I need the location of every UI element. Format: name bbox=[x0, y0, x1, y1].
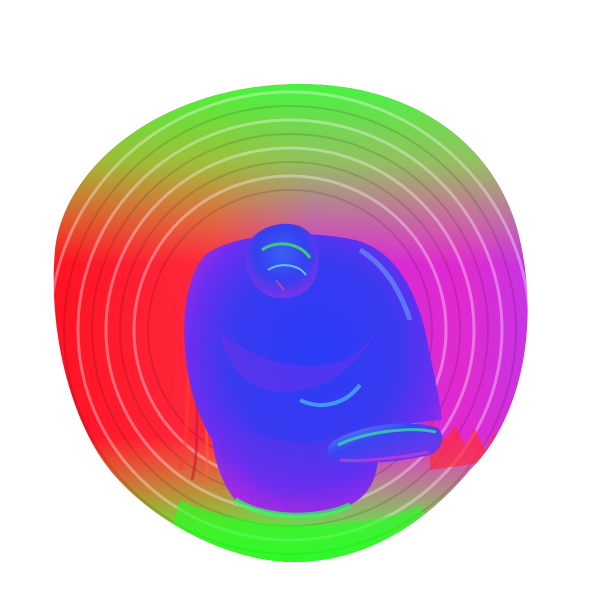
chest-shade bbox=[220, 320, 380, 393]
forearm bbox=[327, 423, 443, 464]
torso-highlight bbox=[299, 383, 362, 407]
torso-bottom-fringe bbox=[233, 497, 352, 519]
head-stump bbox=[245, 223, 319, 298]
shoulder-highlight bbox=[358, 247, 413, 321]
abdomen-shade bbox=[235, 420, 350, 495]
